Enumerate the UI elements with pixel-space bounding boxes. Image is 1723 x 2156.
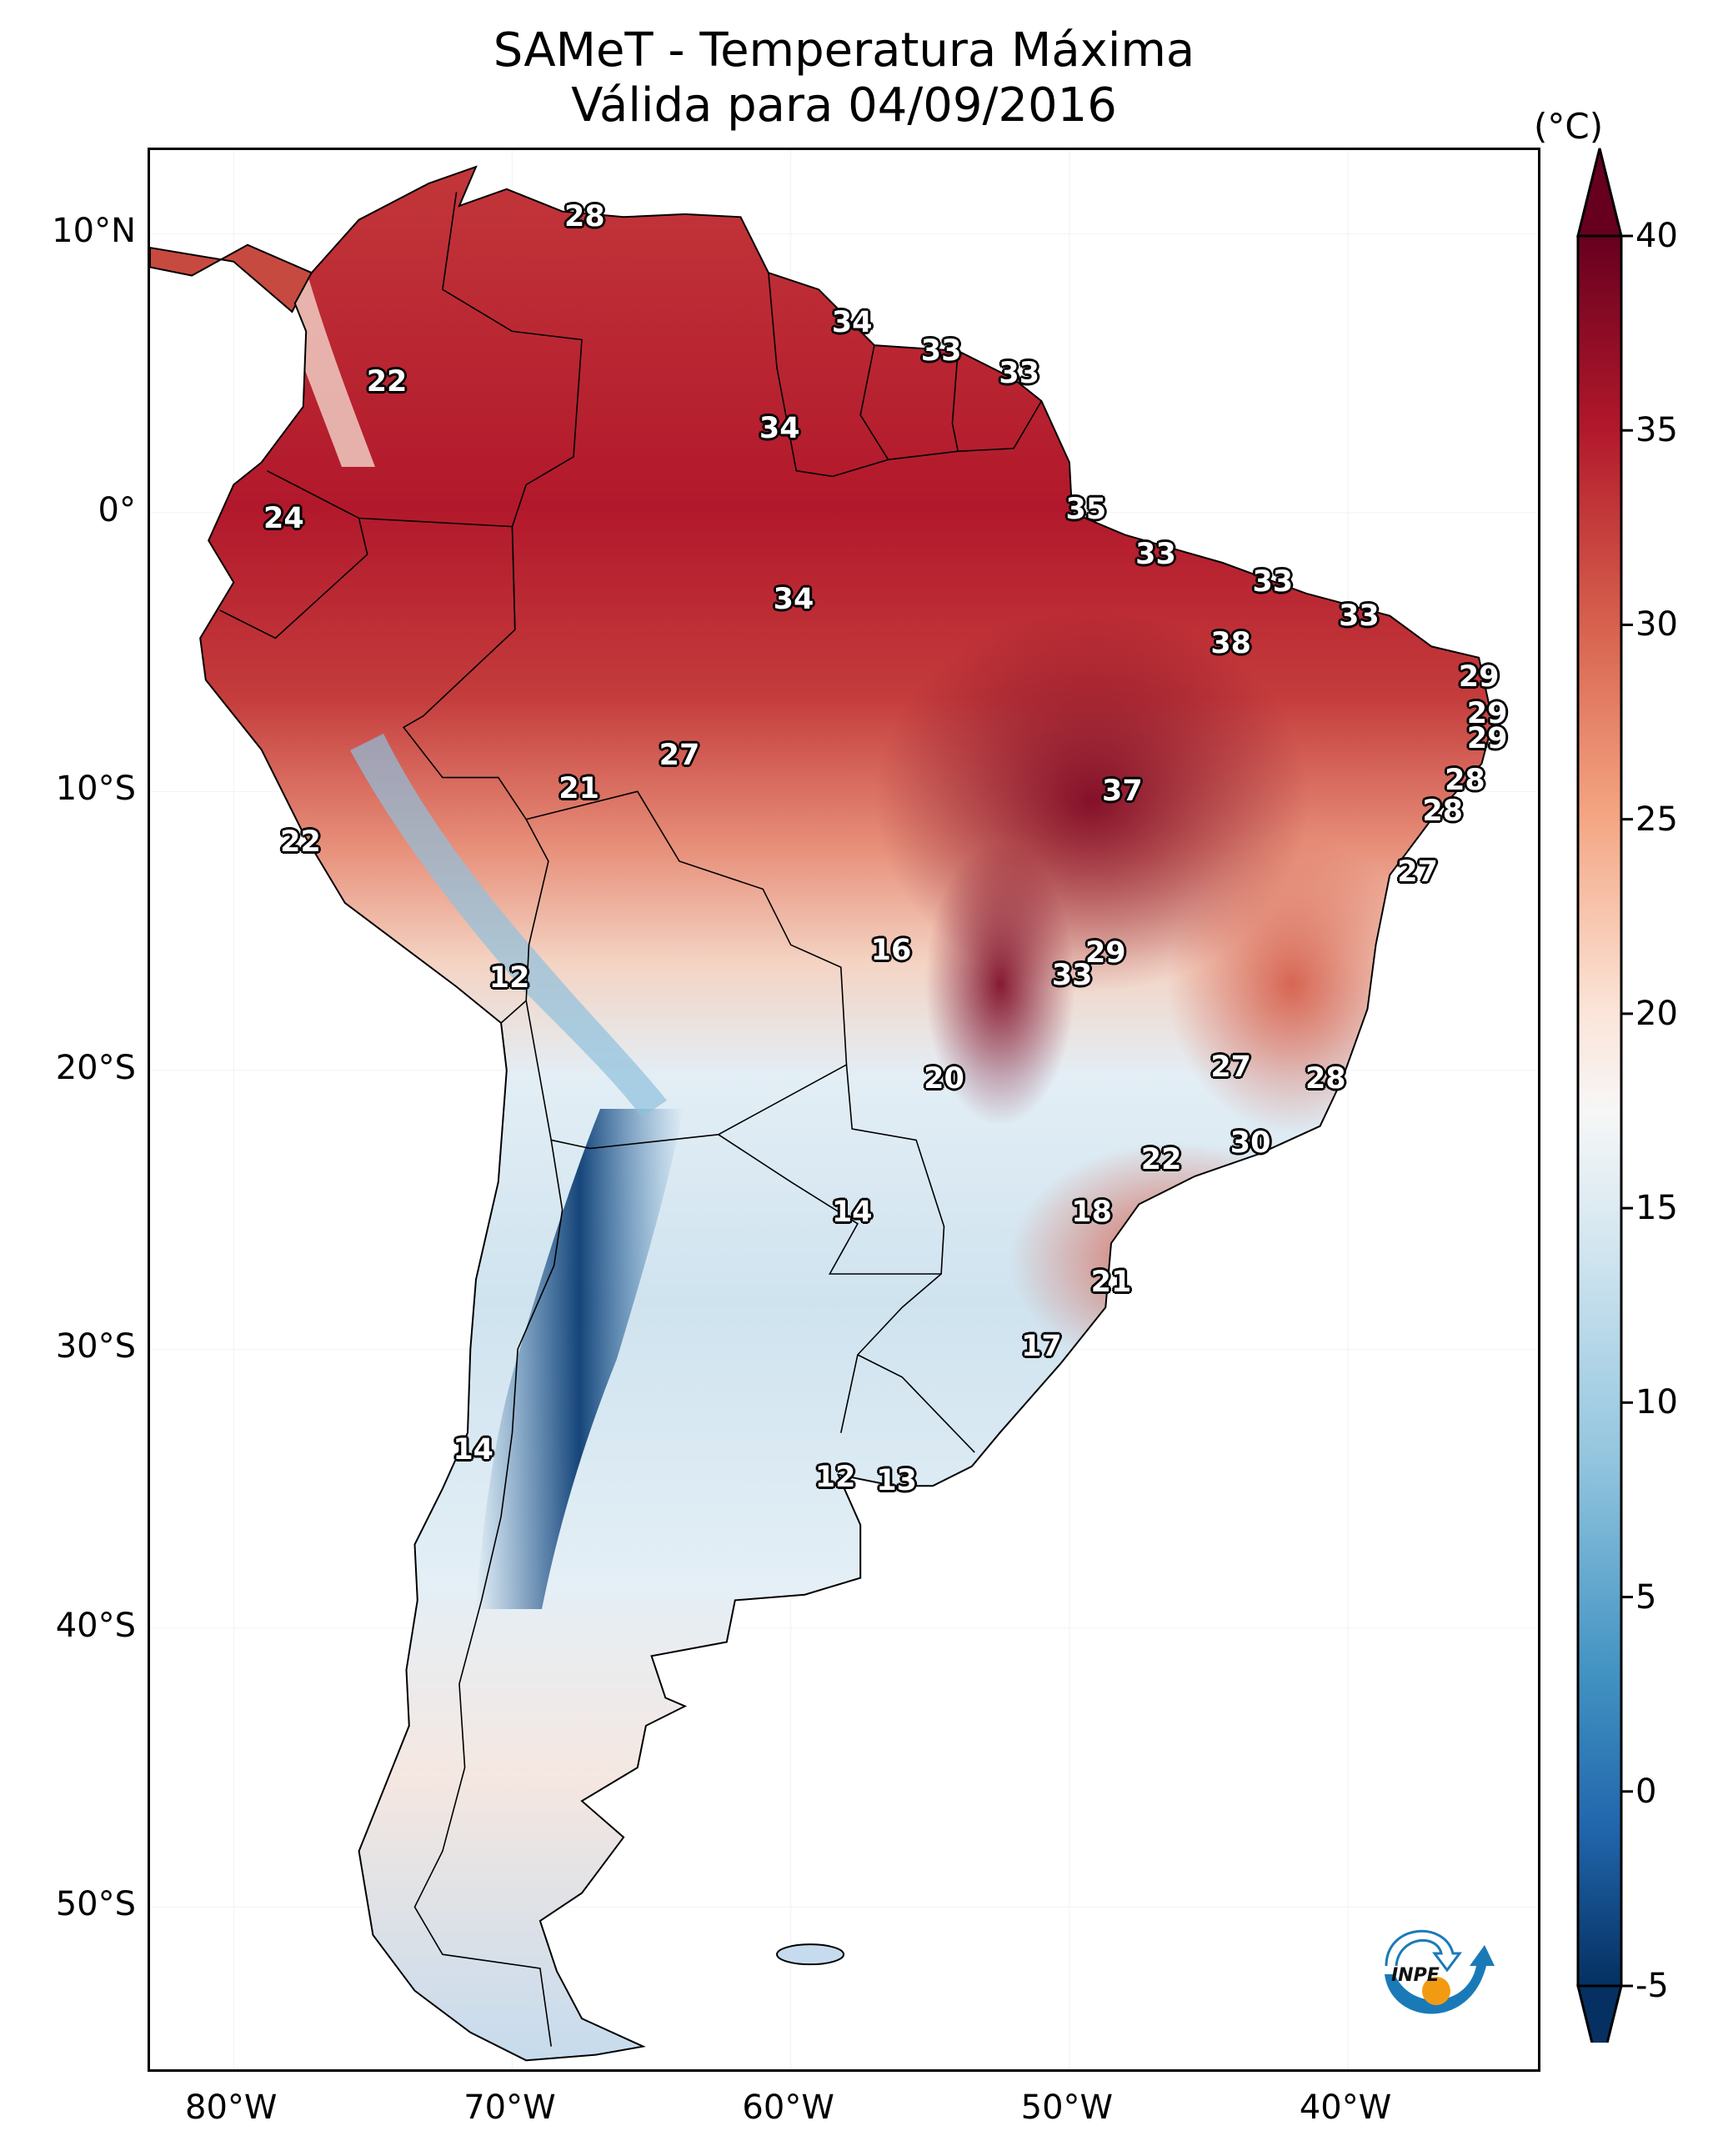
falkland-islands: [776, 1943, 845, 1966]
y-tick-label: 40°S: [55, 1606, 136, 1645]
chart-subtitle: Válida para 04/09/2016: [571, 78, 1117, 133]
logo-sun-icon: [1422, 1977, 1450, 2005]
logo-swoosh-icon: [1385, 1945, 1495, 2014]
temperature-point-label: 27: [1397, 855, 1438, 890]
coastline: [199, 165, 1494, 2062]
y-tick-label: 10°S: [55, 770, 136, 809]
country-border: [525, 790, 848, 1150]
temperature-point-label: 28: [1305, 1061, 1346, 1096]
country-border: [267, 469, 516, 630]
temperature-map: [150, 150, 1538, 2069]
temperature-point-label: 16: [870, 933, 912, 967]
temperature-point-label: 12: [488, 961, 530, 995]
colorbar-unit: (°C): [1534, 106, 1604, 147]
temperature-point-label: 29: [1084, 936, 1126, 970]
colorbar-extend-max-arrow: [1576, 148, 1623, 238]
temperature-point-label: 21: [558, 771, 600, 805]
colorbar-tick-label: 25: [1635, 800, 1678, 839]
colorbar-extend-min-arrow: [1576, 1984, 1623, 2043]
temperature-point-label: 28: [1445, 763, 1485, 797]
map-plot-area: 28 22 34 33 33 34 35 24 33 34 33 33 38 29 29 29 28 28 27 21…: [148, 148, 1540, 2072]
temperature-point-label: 13: [876, 1463, 917, 1497]
x-tick-label: 70°W: [463, 2088, 556, 2127]
y-tick-label: 10°N: [52, 212, 136, 251]
colorbar-tick-label: 35: [1635, 411, 1678, 450]
temperature-point-label: 20: [924, 1061, 964, 1096]
chart-title: SAMeT - Temperatura Máxima: [493, 23, 1195, 78]
andes-cold-band: [475, 1109, 684, 1609]
y-tick-label: 30°S: [55, 1327, 136, 1366]
colorbar-tick-label: 10: [1635, 1383, 1678, 1422]
temperature-point-label: 27: [1210, 1050, 1252, 1085]
country-border: [840, 1273, 942, 1433]
x-tick-label: 60°W: [742, 2088, 834, 2127]
y-tick-label: 50°S: [55, 1885, 136, 1924]
temperature-point-label: 14: [831, 1196, 873, 1230]
colorbar-tick-label: 20: [1635, 994, 1678, 1033]
country-border: [859, 344, 889, 460]
temperature-point-label: 29: [1458, 660, 1500, 694]
temperature-point-label: 29: [1466, 721, 1508, 755]
temperature-point-label: 33: [1135, 538, 1176, 571]
x-tick-label: 50°W: [1020, 2088, 1114, 2127]
temperature-point-label: 34: [773, 582, 814, 616]
y-tick-label: 0°: [98, 490, 136, 529]
temperature-point-label: 22: [366, 364, 408, 399]
country-border: [768, 273, 1043, 478]
temperature-point-label: 24: [263, 501, 304, 535]
country-border: [219, 518, 368, 639]
temperature-point-label: 35: [1065, 493, 1107, 527]
temperature-point-label: 22: [1140, 1142, 1182, 1176]
logo-text: INPE: [1391, 1965, 1440, 1986]
central-america-landmass: [150, 243, 313, 313]
colorbar: [1576, 148, 1633, 2043]
logo-arrow-icon: [1385, 1929, 1462, 1973]
colorbar-body: [1576, 234, 1623, 1988]
colorbar-tick-label: 15: [1635, 1189, 1678, 1228]
temperature-point-label: 22: [280, 825, 321, 859]
y-tick-label: 20°S: [55, 1048, 136, 1087]
temperature-point-label: 14: [453, 1432, 494, 1467]
colorbar-tick-label: 5: [1635, 1577, 1657, 1617]
temperature-point-label: 33: [1252, 565, 1294, 599]
x-tick-label: 80°W: [185, 2088, 278, 2127]
temperature-point-label: 34: [759, 412, 800, 446]
country-borders: [219, 192, 1043, 2047]
temperature-point-label: 30: [1230, 1126, 1271, 1160]
colorbar-tick-label: 40: [1635, 217, 1678, 255]
country-border: [857, 1354, 975, 1453]
temperature-point-label: 33: [920, 333, 962, 368]
colorbar-tick-label: 30: [1635, 605, 1678, 644]
temperature-point-label: 21: [1090, 1266, 1132, 1300]
heat-max-region-tocantins: [925, 842, 1075, 1126]
country-border: [413, 1140, 563, 2047]
inpe-logo: INPE: [1385, 1929, 1495, 2014]
temperature-point-label: 37: [1101, 775, 1143, 809]
temperature-point-label: 34: [831, 306, 873, 340]
temperature-point-label: 33: [1339, 599, 1380, 633]
temperature-point-label: 29: [1466, 696, 1508, 730]
warm-northeast-region: [1167, 834, 1417, 1134]
temperature-point-label: 33: [1051, 959, 1093, 993]
colorbar-tick-label: -5: [1635, 1967, 1669, 2005]
temperature-point-label: 38: [1210, 627, 1252, 661]
temperature-point-label: 28: [563, 200, 605, 234]
country-border: [951, 350, 959, 452]
country-border: [442, 192, 583, 630]
temperature-point-label: 28: [1422, 794, 1464, 828]
andes-cold-band-peru: [350, 734, 667, 1117]
country-border: [402, 629, 549, 1024]
temperature-point-label: 17: [1021, 1329, 1062, 1363]
x-tick-label: 40°W: [1299, 2088, 1392, 2127]
temperature-point-label: 27: [659, 738, 700, 772]
colorbar-tick-label: 0: [1635, 1772, 1657, 1811]
temperature-point-label: 12: [814, 1461, 856, 1495]
temperature-point-label: 18: [1071, 1196, 1112, 1230]
temperature-point-label: 33: [999, 356, 1040, 390]
